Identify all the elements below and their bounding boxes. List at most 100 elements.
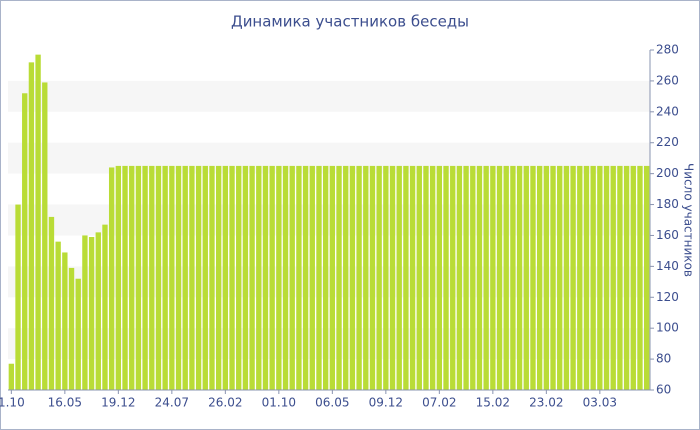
bar xyxy=(470,165,476,390)
bar xyxy=(336,165,342,390)
bar xyxy=(262,165,269,390)
bar xyxy=(175,165,182,390)
grid-band xyxy=(8,204,650,236)
y-tick-label: 60 xyxy=(656,383,671,397)
bar xyxy=(530,165,536,390)
bar xyxy=(516,165,523,390)
bar xyxy=(302,165,309,390)
x-tick-label: 1.10 xyxy=(0,396,25,410)
bar xyxy=(209,165,215,390)
bar xyxy=(202,165,208,390)
bar xyxy=(195,165,202,390)
bar xyxy=(557,165,563,390)
bar xyxy=(450,165,456,390)
bar xyxy=(483,165,489,390)
bar xyxy=(169,165,175,390)
x-tick-label: 09.12 xyxy=(369,396,403,410)
bar xyxy=(276,165,282,390)
bar xyxy=(577,165,583,390)
bar xyxy=(329,165,336,390)
bar xyxy=(129,165,135,390)
bar xyxy=(563,165,570,390)
bar xyxy=(322,165,329,390)
bar xyxy=(35,54,41,391)
y-tick-label: 100 xyxy=(656,321,679,335)
bar xyxy=(28,62,35,390)
x-tick-label: 03.03 xyxy=(583,396,617,410)
bar xyxy=(15,204,21,390)
x-tick-label: 15.02 xyxy=(476,396,510,410)
bar xyxy=(543,165,550,390)
bar xyxy=(75,278,81,390)
x-tick-label: 19.12 xyxy=(101,396,135,410)
bar xyxy=(603,165,610,390)
bar xyxy=(68,267,75,390)
bar xyxy=(623,165,630,390)
bar xyxy=(42,82,48,391)
bar xyxy=(570,165,576,390)
bar xyxy=(182,165,188,390)
bar xyxy=(62,252,68,390)
bar xyxy=(550,165,556,390)
y-tick-label: 280 xyxy=(656,43,679,57)
bar xyxy=(22,93,28,390)
bar xyxy=(490,165,496,390)
grid-band xyxy=(8,266,650,298)
bar xyxy=(55,241,61,390)
bar xyxy=(463,165,469,390)
bar xyxy=(476,165,483,390)
bar xyxy=(503,165,509,390)
chart-title: Динамика участников беседы xyxy=(231,13,469,31)
bar xyxy=(82,235,88,390)
bar xyxy=(149,165,155,390)
x-tick-label: 23.02 xyxy=(529,396,563,410)
bar xyxy=(88,237,95,390)
bar xyxy=(269,165,275,390)
x-tick-label: 26.02 xyxy=(208,396,242,410)
bar xyxy=(135,165,142,390)
bar xyxy=(383,165,389,390)
bar xyxy=(349,165,356,390)
bar xyxy=(236,165,242,390)
bar xyxy=(316,165,322,390)
grid-band xyxy=(8,142,650,174)
x-tick-label: 24.07 xyxy=(155,396,189,410)
y-tick-label: 240 xyxy=(656,104,679,118)
bar xyxy=(443,165,449,390)
bar xyxy=(590,165,596,390)
bar xyxy=(456,165,463,390)
bar xyxy=(630,165,636,390)
x-tick-label: 06.05 xyxy=(315,396,349,410)
bar xyxy=(95,232,101,390)
x-tick-label: 16.05 xyxy=(48,396,82,410)
bar xyxy=(242,165,249,390)
bar xyxy=(296,165,302,390)
bar xyxy=(637,165,643,390)
bar xyxy=(423,165,429,390)
bar xyxy=(142,165,148,390)
bar xyxy=(102,224,108,390)
y-tick-label: 220 xyxy=(656,135,679,149)
bar xyxy=(416,165,422,390)
bar xyxy=(436,165,443,390)
bar xyxy=(389,165,396,390)
bar xyxy=(48,216,55,390)
y-axis-label: Число участников xyxy=(682,163,696,277)
bar xyxy=(523,165,529,390)
bar xyxy=(222,165,229,390)
bar xyxy=(376,165,382,390)
bar xyxy=(496,165,503,390)
bar xyxy=(536,165,543,390)
y-tick-label: 200 xyxy=(656,166,679,180)
bar xyxy=(189,165,195,390)
bar xyxy=(409,165,416,390)
bar xyxy=(643,165,650,390)
y-tick-label: 80 xyxy=(656,352,671,366)
bar xyxy=(510,165,516,390)
bar xyxy=(282,165,289,390)
bar xyxy=(403,165,409,390)
bar xyxy=(249,165,255,390)
bar xyxy=(309,165,315,390)
grid-band xyxy=(8,328,650,360)
